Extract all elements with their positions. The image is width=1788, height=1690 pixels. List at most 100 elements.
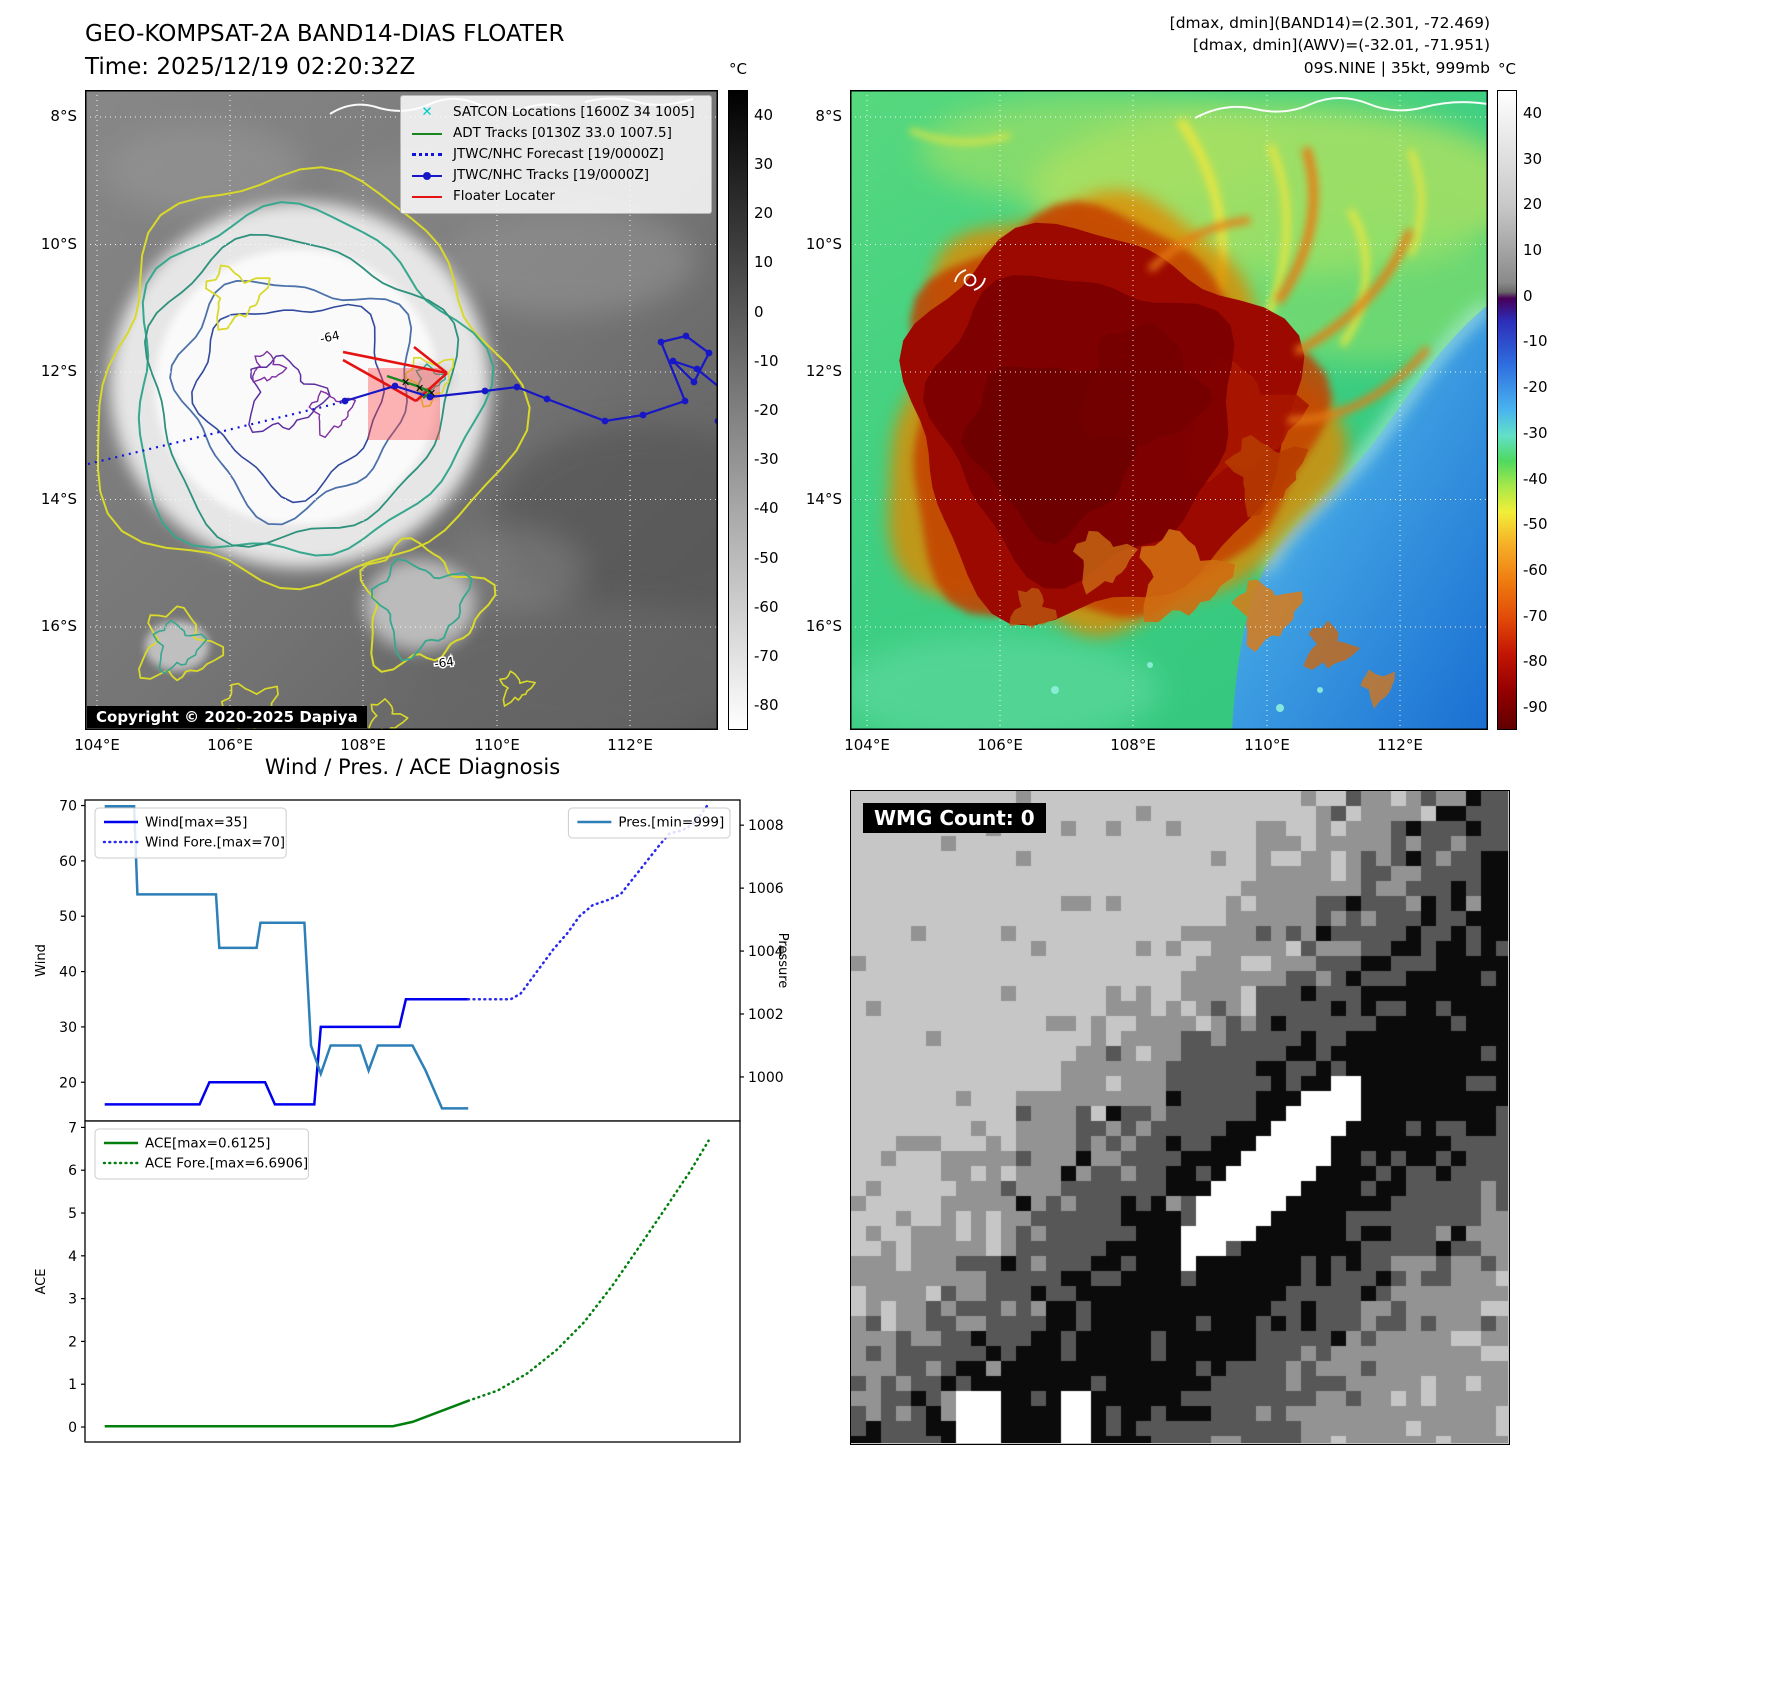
dry-slot-streaks xyxy=(909,117,1425,348)
colorbar-tick-label: -20 xyxy=(1523,378,1548,397)
line-legend-marker xyxy=(409,132,445,135)
storm-status: 09S.NINE | 35kt, 999mb xyxy=(1303,58,1490,77)
y-tick-label: 10°S xyxy=(40,234,77,253)
convective-banding xyxy=(1147,146,1431,424)
storm-symbol xyxy=(954,269,986,291)
colorbar-tick-label: -60 xyxy=(754,597,779,616)
svg-text:1: 1 xyxy=(68,1377,77,1393)
svg-text:✕: ✕ xyxy=(401,376,410,389)
series-line xyxy=(104,1399,469,1428)
legend-label: JTWC/NHC Forecast [19/0000Z] xyxy=(453,146,664,163)
colorbar-tick-label: -10 xyxy=(1523,332,1548,351)
y-tick-label: 14°S xyxy=(805,489,842,508)
colorbar-tick-label: 10 xyxy=(1523,241,1543,259)
y-tick-label: 12°S xyxy=(40,362,77,380)
y-tick-label: 10°S xyxy=(805,234,842,253)
dmax-dmin-awv: [dmax, dmin](AWV)=(-32.01, -71.951) xyxy=(1192,36,1490,55)
colorbar-tick-label: -50 xyxy=(754,548,779,567)
colorbar-tick-label: -20 xyxy=(754,401,779,419)
svg-text:1000: 1000 xyxy=(748,1070,784,1086)
svg-text:30: 30 xyxy=(59,1020,77,1036)
y-tick-label: 8°S xyxy=(815,107,842,125)
legend-item: JTWC/NHC Tracks [19/0000Z] xyxy=(409,165,703,186)
latlon-grid xyxy=(85,90,718,730)
svg-text:✕: ✕ xyxy=(415,382,424,395)
speckles xyxy=(1051,662,1323,712)
wmg-panel: WMG Count: 0 xyxy=(850,790,1510,1445)
x-tick-label: 104°E xyxy=(844,736,890,754)
contour-label: -64 xyxy=(319,328,341,346)
colorbar-tick-label: 30 xyxy=(1523,149,1543,168)
colorbar-tick-label: -40 xyxy=(1523,469,1548,488)
floater-locater-lines xyxy=(342,345,448,403)
satcon-markers: ✕ ✕ ✕ xyxy=(401,376,436,400)
svg-text:7: 7 xyxy=(68,1120,77,1136)
colorbar-tick-label: -30 xyxy=(1523,423,1548,442)
svg-text:0: 0 xyxy=(68,1420,77,1436)
latlon-grid xyxy=(850,90,1488,730)
colorbar-tick-label: 40 xyxy=(1523,103,1543,122)
svg-text:2: 2 xyxy=(68,1334,77,1350)
band14-colorbar xyxy=(728,90,748,730)
svg-text:1004: 1004 xyxy=(748,944,784,960)
svg-text:5: 5 xyxy=(68,1206,77,1222)
line-legend-marker xyxy=(409,195,445,198)
colorbar-tick-label: 20 xyxy=(754,204,774,223)
legend-item: JTWC/NHC Forecast [19/0000Z] xyxy=(409,144,703,165)
svg-text:1006: 1006 xyxy=(748,881,784,897)
awv-colorbar-unit: °C xyxy=(1498,60,1516,78)
colorbar-tick-label: 10 xyxy=(754,253,774,272)
series-line xyxy=(104,997,469,1106)
x-tick-label: 108°E xyxy=(1110,736,1156,754)
map-legend: ✕ SATCON Locations [1600Z 34 1005] ADT Tra… xyxy=(400,95,712,214)
band14-colorbar-unit: °C xyxy=(729,60,747,78)
adt-track-line xyxy=(386,374,434,399)
svg-text:20: 20 xyxy=(59,1075,77,1091)
colorbar-tick-label: 0 xyxy=(1523,286,1533,305)
title-line-2: Time: 2025/12/19 02:20:32Z xyxy=(85,54,416,81)
awv-satellite-map xyxy=(850,90,1488,730)
svg-text:3: 3 xyxy=(68,1292,77,1308)
colorbar-tick-label: 30 xyxy=(754,154,774,173)
legend-item: ✕ SATCON Locations [1600Z 34 1005] xyxy=(409,102,703,123)
awv-background-texture xyxy=(850,95,1488,730)
chart-title: Wind / Pres. / ACE Diagnosis xyxy=(264,755,561,779)
svg-text:ACE Fore.[max=6.6906]: ACE Fore.[max=6.6906] xyxy=(145,1156,308,1172)
temperature-contours xyxy=(97,166,536,730)
x-tick-label: 110°E xyxy=(1244,736,1290,754)
svg-text:40: 40 xyxy=(59,965,77,981)
colorbar-tick-label: -70 xyxy=(754,647,779,666)
y-tick-label: 14°S xyxy=(40,489,77,508)
series-line xyxy=(104,805,469,1110)
colorbar-tick-label: -10 xyxy=(754,351,779,370)
colorbar-tick-label: -40 xyxy=(754,499,779,518)
coastline xyxy=(1194,97,1488,119)
moisture-boundary xyxy=(1258,300,1488,573)
svg-text:Wind Fore.[max=70]: Wind Fore.[max=70] xyxy=(145,835,285,851)
colorbar-tick-label: -50 xyxy=(1523,515,1548,534)
x-tick-label: 108°E xyxy=(340,736,386,754)
awv-map-image xyxy=(850,90,1488,730)
legend-item: Floater Locater xyxy=(409,186,703,207)
legend-label: JTWC/NHC Tracks [19/0000Z] xyxy=(453,167,650,184)
svg-text:60: 60 xyxy=(59,854,77,870)
colorbar-tick-label: 40 xyxy=(754,105,774,124)
svg-text:6: 6 xyxy=(68,1163,77,1179)
dmax-dmin-band14: [dmax, dmin](BAND14)=(2.301, -72.469) xyxy=(1169,14,1490,32)
colorbar-tick-label: -80 xyxy=(1523,652,1548,671)
jtwc-track-line xyxy=(344,334,718,423)
svg-text:1002: 1002 xyxy=(748,1007,784,1023)
awv-colorbar xyxy=(1497,90,1517,730)
y-tick-label: 12°S xyxy=(805,362,842,380)
y-tick-label: 16°S xyxy=(40,617,77,635)
svg-text:ACE: ACE xyxy=(34,1269,49,1295)
x-tick-label: 110°E xyxy=(474,736,520,754)
diagnosis-chart-panel: Wind / Pres. / ACE Diagnosis 20 30 40 50 60 7… xyxy=(25,755,795,1455)
x-tick-label: 106°E xyxy=(977,736,1023,754)
jtwc-track-points xyxy=(341,332,718,425)
warm-sector xyxy=(1232,305,1488,730)
y-tick-label: 16°S xyxy=(805,617,842,635)
x-tick-label: 106°E xyxy=(207,736,253,754)
jtwc-forecast-line xyxy=(87,400,344,466)
